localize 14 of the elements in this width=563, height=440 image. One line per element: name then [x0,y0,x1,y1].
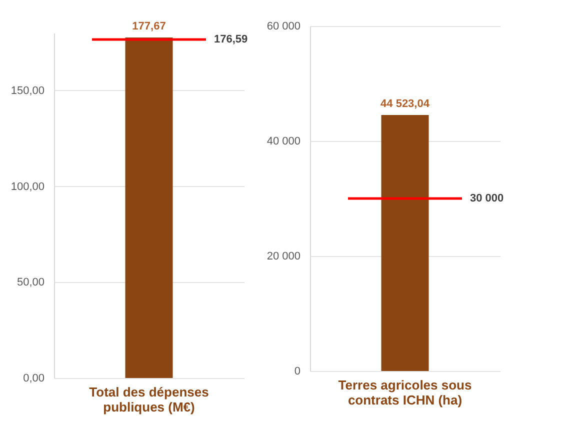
ref-line-label: 176,59 [214,34,248,46]
x-tick-label: Terres agricoles sous contrats ICHN (ha) [338,378,472,408]
data-label: 44 523,04 [380,98,430,110]
y-tick-label: 100,00 [10,180,44,193]
data-label: 177,67 [132,20,166,32]
ref-line-label: 30 000 [470,192,504,204]
y-tick-label: 20 000 [266,250,300,262]
y-tick-label: 0,00 [23,372,44,384]
y-tick-label: 50,00 [16,276,44,289]
y-tick-label: 150,00 [10,85,44,97]
y-tick-label: 60 000 [266,20,300,32]
x-tick-label: Total des dépenses publiques (M€) [89,384,209,414]
y-tick-label: 40 000 [266,136,300,148]
y-tick-label: 0 [294,366,300,378]
